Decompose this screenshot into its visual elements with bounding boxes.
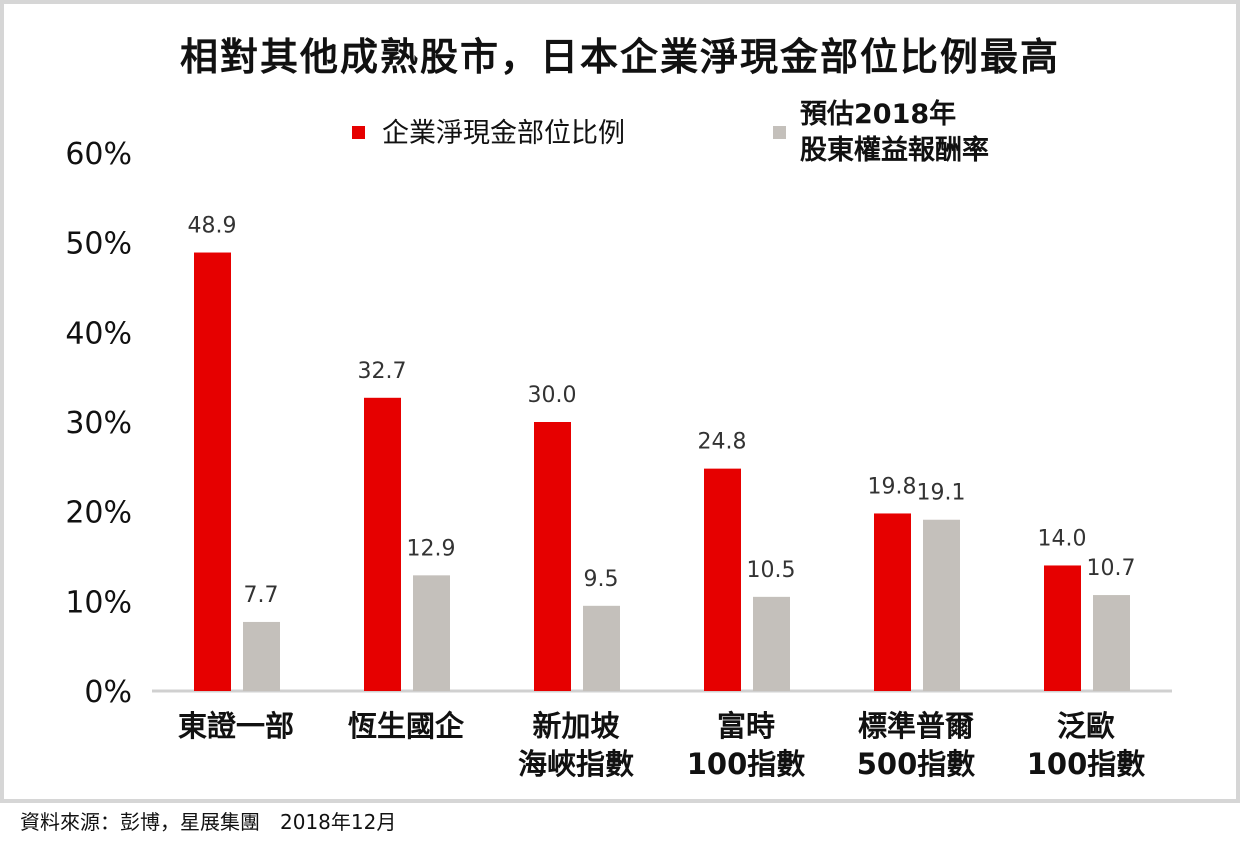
category-label: 500指數 bbox=[857, 747, 976, 781]
data-label: 10.5 bbox=[747, 558, 796, 583]
bar-net-cash bbox=[704, 468, 741, 691]
bar-roe bbox=[413, 575, 450, 691]
bar-net-cash bbox=[194, 252, 231, 691]
legend-label: 預估2018年 bbox=[800, 98, 956, 130]
source-note: 資料來源：彭博，星展集團 2018年12月 bbox=[20, 810, 397, 834]
chart-frame bbox=[0, 0, 1240, 803]
legend-label: 股東權益報酬率 bbox=[800, 134, 989, 166]
bar-net-cash bbox=[364, 397, 401, 691]
y-tick-label: 30% bbox=[65, 406, 132, 441]
legend-swatch-net-cash bbox=[352, 126, 365, 139]
category-label: 富時 bbox=[717, 709, 775, 743]
y-tick-label: 60% bbox=[65, 137, 132, 172]
bar-net-cash bbox=[1044, 565, 1081, 691]
category-label: 標準普爾 bbox=[858, 709, 974, 743]
bar-roe bbox=[753, 596, 790, 691]
data-label: 24.8 bbox=[698, 430, 747, 455]
category-label: 恆生國企 bbox=[348, 709, 465, 743]
data-label: 30.0 bbox=[528, 383, 577, 408]
bar-roe bbox=[1093, 595, 1130, 691]
data-label: 48.9 bbox=[188, 214, 237, 239]
bar-net-cash bbox=[874, 513, 911, 691]
data-label: 19.1 bbox=[917, 481, 966, 506]
y-tick-label: 20% bbox=[65, 496, 132, 531]
data-label: 10.7 bbox=[1087, 556, 1136, 581]
y-tick-label: 0% bbox=[84, 675, 132, 710]
category-label: 100指數 bbox=[687, 747, 806, 781]
data-label: 19.8 bbox=[868, 474, 917, 499]
data-label: 7.7 bbox=[244, 583, 279, 608]
legend-swatch-roe bbox=[773, 126, 786, 139]
y-tick-label: 10% bbox=[65, 585, 132, 620]
category-label: 泛歐 bbox=[1057, 709, 1115, 743]
bar-roe bbox=[583, 605, 620, 691]
y-tick-label: 50% bbox=[65, 227, 132, 262]
category-label: 海峽指數 bbox=[518, 747, 634, 781]
bar-chart: 0% 10% 20% 30% 40% 50% 60% 48.9 7.7 東證一部 32.7 12.9 恆… bbox=[65, 98, 1172, 781]
bar-roe bbox=[243, 621, 280, 691]
bar-net-cash bbox=[534, 422, 571, 691]
bar-roe bbox=[923, 519, 960, 691]
data-label: 32.7 bbox=[358, 359, 407, 384]
data-label: 14.0 bbox=[1038, 526, 1087, 551]
category-label: 東證一部 bbox=[178, 709, 294, 743]
category-label: 100指數 bbox=[1027, 747, 1146, 781]
chart-title: 相對其他成熟股市，日本企業淨現金部位比例最高 bbox=[179, 35, 1060, 79]
y-tick-label: 40% bbox=[65, 316, 132, 351]
category-label: 新加坡 bbox=[532, 709, 619, 743]
data-label: 12.9 bbox=[407, 536, 456, 561]
legend-label: 企業淨現金部位比例 bbox=[382, 118, 625, 149]
data-label: 9.5 bbox=[584, 567, 619, 592]
